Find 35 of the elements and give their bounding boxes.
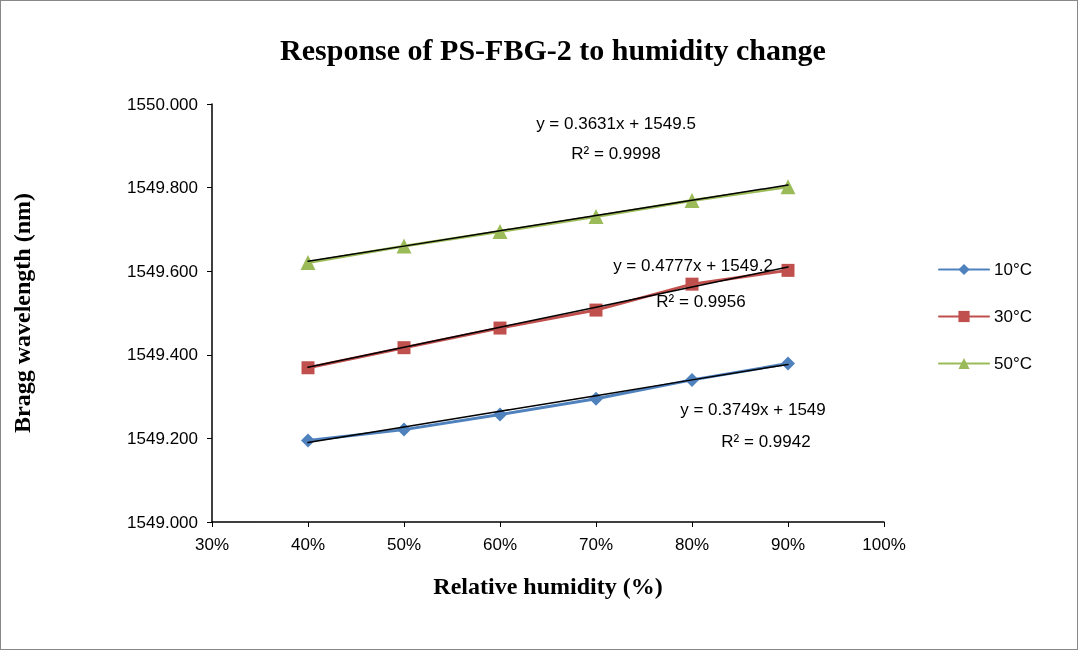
legend-label: 30°C <box>994 307 1032 326</box>
x-tick-label: 30% <box>194 535 230 554</box>
annotation: R² = 0.9956 <box>656 291 746 311</box>
x-tick-label: 100% <box>862 535 906 554</box>
x-tick-label: 70% <box>578 535 614 554</box>
y-axis-title: Bragg wavelength (nm) <box>9 193 35 433</box>
x-tick-label: 60% <box>482 535 518 554</box>
point <box>492 223 508 239</box>
legend-label: 50°C <box>994 354 1032 373</box>
annotation: R² = 0.9998 <box>571 143 661 163</box>
annotation: y = 0.4777x + 1549.2 <box>613 255 773 275</box>
x-axis-title: Relative humidity (%) <box>433 573 663 599</box>
chart-title: Response of PS-FBG-2 to humidity change <box>280 32 826 66</box>
x-tick-label: 50% <box>386 535 422 554</box>
legend-label: 10°C <box>994 260 1032 279</box>
annotation: R² = 0.9942 <box>721 431 811 451</box>
x-tick-label: 80% <box>674 535 710 554</box>
y-tick-label: 1549.800 <box>127 178 198 198</box>
point <box>396 238 412 254</box>
point <box>301 361 315 375</box>
x-tick-label: 90% <box>770 535 806 554</box>
point <box>684 193 700 209</box>
y-tick-label: 1550.000 <box>127 94 198 114</box>
point <box>588 208 604 224</box>
y-tick-label: 1549.600 <box>127 261 198 281</box>
annotation: y = 0.3631x + 1549.5 <box>536 113 696 133</box>
y-tick-label: 1549.000 <box>127 512 198 532</box>
point <box>780 179 796 195</box>
point <box>301 433 315 448</box>
y-tick-label: 1549.200 <box>127 428 198 448</box>
x-tick-label: 40% <box>290 535 326 554</box>
point <box>781 263 795 277</box>
point <box>300 254 316 270</box>
y-tick-label: 1549.400 <box>127 345 198 365</box>
annotation: y = 0.3749x + 1549 <box>680 399 826 419</box>
